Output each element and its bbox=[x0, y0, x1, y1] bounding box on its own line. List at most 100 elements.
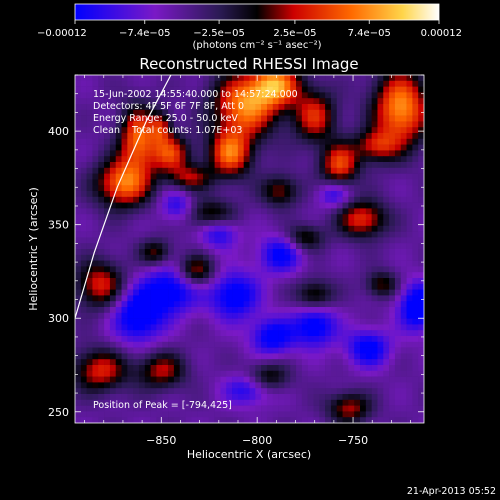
heatmap-cell bbox=[325, 295, 332, 302]
heatmap-cell bbox=[418, 214, 424, 221]
heatmap-cell bbox=[86, 231, 93, 238]
heatmap-cell bbox=[261, 399, 268, 406]
heatmap-cell bbox=[406, 167, 413, 174]
heatmap-cell bbox=[115, 243, 122, 250]
heatmap-cell bbox=[133, 411, 140, 418]
heatmap-cell bbox=[208, 196, 215, 203]
heatmap-cell bbox=[208, 347, 215, 354]
heatmap-cell bbox=[220, 347, 227, 354]
heatmap-cell bbox=[284, 92, 291, 99]
heatmap-cell bbox=[92, 376, 99, 383]
heatmap-cell bbox=[104, 341, 111, 348]
heatmap-cell bbox=[325, 266, 332, 273]
heatmap-cell bbox=[249, 191, 256, 198]
annotation-energy: Energy Range: 25.0 - 50.0 keV bbox=[93, 113, 238, 124]
heatmap-cell bbox=[127, 388, 134, 395]
heatmap-cell bbox=[202, 307, 210, 314]
heatmap-cell bbox=[144, 75, 151, 82]
heatmap-cell bbox=[197, 156, 204, 163]
heatmap-cell bbox=[226, 388, 233, 395]
heatmap-cell bbox=[325, 162, 332, 169]
heatmap-cell bbox=[383, 394, 390, 401]
heatmap-cell bbox=[266, 295, 274, 302]
heatmap-cell bbox=[202, 202, 210, 209]
heatmap-cell bbox=[150, 92, 157, 99]
heatmap-cell bbox=[127, 208, 134, 215]
heatmap-cell bbox=[342, 214, 349, 221]
heatmap-cell bbox=[133, 243, 140, 250]
heatmap-cell bbox=[278, 162, 285, 169]
heatmap-cell bbox=[313, 156, 320, 163]
heatmap-cell bbox=[156, 109, 163, 116]
heatmap-cell bbox=[354, 382, 361, 389]
heatmap-cell bbox=[365, 220, 372, 227]
heatmap-cell bbox=[150, 278, 157, 285]
heatmap-cell bbox=[290, 92, 297, 99]
heatmap-cell bbox=[214, 283, 221, 290]
heatmap-cell bbox=[185, 104, 192, 111]
heatmap-cell bbox=[197, 266, 204, 273]
heatmap-cell bbox=[342, 208, 349, 215]
heatmap-cell bbox=[406, 330, 413, 337]
heatmap-cell bbox=[301, 254, 308, 261]
heatmap-cell bbox=[162, 156, 169, 163]
heatmap-cell bbox=[86, 173, 93, 180]
heatmap-cell bbox=[278, 388, 285, 395]
heatmap-cell bbox=[383, 220, 390, 227]
heatmap-cell bbox=[284, 86, 291, 93]
heatmap-cell bbox=[389, 121, 396, 128]
heatmap-cell bbox=[133, 336, 140, 343]
heatmap-cell bbox=[232, 382, 239, 389]
heatmap-cell bbox=[80, 336, 87, 343]
heatmap-cell bbox=[92, 289, 99, 296]
heatmap-cell bbox=[243, 353, 250, 360]
heatmap-cell bbox=[243, 359, 250, 366]
heatmap-cell bbox=[266, 179, 274, 186]
heatmap-cell bbox=[202, 295, 210, 302]
heatmap-cell bbox=[150, 196, 157, 203]
heatmap-cell bbox=[371, 388, 378, 395]
heatmap-cell bbox=[342, 162, 349, 169]
heatmap-cell bbox=[191, 185, 198, 192]
heatmap-cell bbox=[406, 388, 413, 395]
heatmap-cell bbox=[290, 295, 297, 302]
heatmap-cell bbox=[266, 208, 274, 215]
heatmap-cell bbox=[243, 109, 250, 116]
heatmap-cell bbox=[214, 133, 221, 140]
heatmap-cell bbox=[284, 388, 291, 395]
heatmap-cell bbox=[138, 237, 146, 244]
heatmap-cell bbox=[278, 324, 285, 331]
heatmap-cell bbox=[336, 307, 343, 314]
heatmap-cell bbox=[237, 394, 244, 401]
heatmap-cell bbox=[232, 202, 239, 209]
heatmap-cell bbox=[348, 307, 355, 314]
heatmap-cell bbox=[272, 370, 279, 377]
heatmap-cell bbox=[214, 214, 221, 221]
heatmap-cell bbox=[220, 324, 227, 331]
heatmap-cell bbox=[86, 301, 93, 308]
heatmap-cell bbox=[342, 254, 349, 261]
heatmap-cell bbox=[226, 150, 233, 157]
heatmap-cell bbox=[191, 231, 198, 238]
heatmap-cell bbox=[133, 295, 140, 302]
heatmap-cell bbox=[249, 266, 256, 273]
heatmap-cell bbox=[133, 191, 140, 198]
heatmap-cell bbox=[348, 295, 355, 302]
heatmap-cell bbox=[226, 75, 233, 82]
heatmap-cell bbox=[109, 243, 117, 250]
heatmap-cell bbox=[418, 260, 424, 267]
heatmap-cell bbox=[144, 330, 151, 337]
heatmap-cell bbox=[360, 353, 367, 360]
heatmap-cell bbox=[365, 202, 372, 209]
heatmap-cell bbox=[371, 324, 378, 331]
heatmap-cell bbox=[307, 399, 314, 406]
heatmap-cell bbox=[121, 156, 128, 163]
heatmap-cell bbox=[179, 289, 186, 296]
heatmap-cell bbox=[301, 243, 308, 250]
heatmap-cell bbox=[249, 295, 256, 302]
heatmap-cell bbox=[86, 394, 93, 401]
heatmap-cell bbox=[383, 324, 390, 331]
heatmap-cell bbox=[237, 399, 244, 406]
heatmap-cell bbox=[296, 196, 303, 203]
heatmap-cell bbox=[86, 324, 93, 331]
